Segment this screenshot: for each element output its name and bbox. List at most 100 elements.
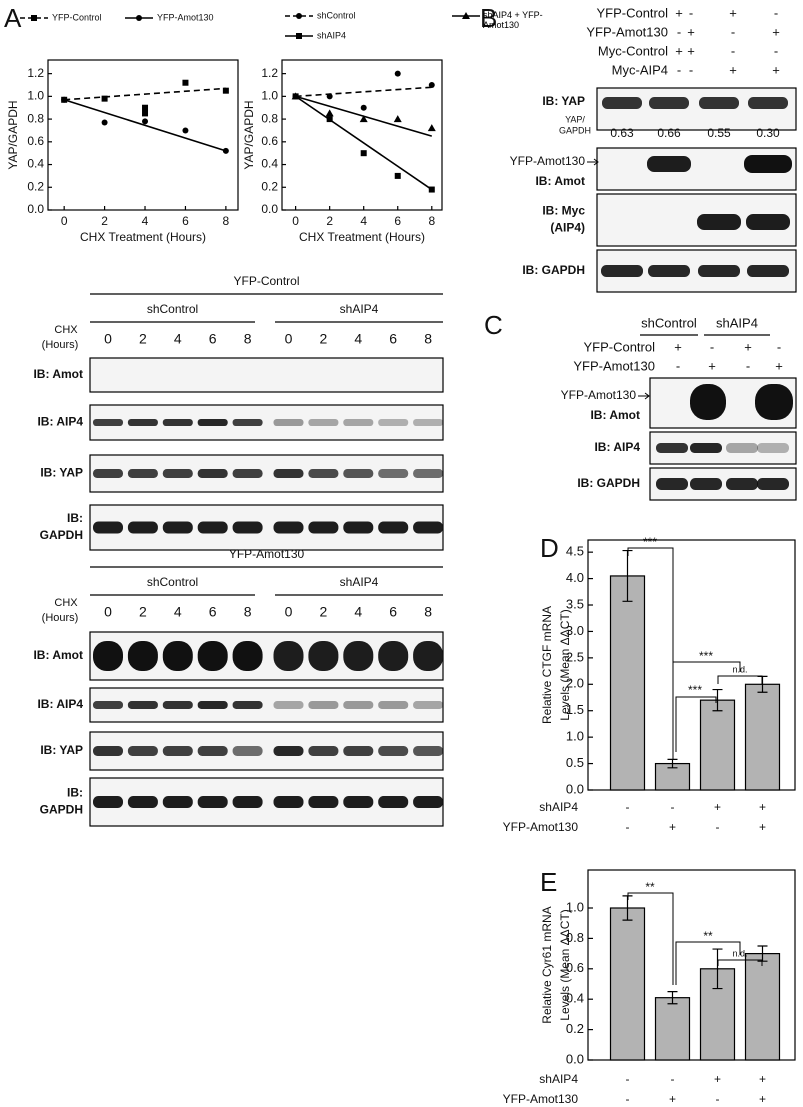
band — [413, 746, 444, 756]
band — [232, 469, 263, 478]
band — [308, 701, 339, 709]
band — [755, 384, 793, 420]
marker — [101, 119, 108, 126]
band — [93, 701, 123, 709]
band — [343, 419, 374, 426]
marker — [462, 12, 470, 19]
band — [162, 419, 193, 426]
band — [757, 478, 789, 490]
time-label: 0 — [285, 604, 293, 620]
condition-label: YFP-Amot130 — [503, 820, 579, 834]
condition-label: YFP-Amot130 — [573, 358, 655, 373]
band — [656, 443, 688, 453]
band — [197, 521, 228, 534]
band — [656, 478, 688, 490]
condition-sign: + — [744, 339, 752, 354]
arrow — [587, 158, 599, 166]
arrow-label: YFP-Amot130 — [561, 388, 637, 402]
group-label: shControl — [147, 302, 198, 316]
band — [162, 701, 193, 709]
y-tick-label: 0.0 — [566, 1051, 584, 1066]
marker — [222, 147, 229, 154]
x-axis-label: CHX Treatment (Hours) — [299, 230, 425, 244]
condition-sign: + — [714, 1072, 721, 1086]
panel-label: A — [4, 3, 22, 33]
significance-label: n.d. — [732, 948, 747, 958]
condition-sign: + — [729, 5, 737, 20]
group-label: shAIP4 — [340, 302, 379, 316]
condition-sign: - — [689, 5, 693, 20]
marker — [142, 104, 149, 111]
time-label: 2 — [320, 604, 328, 620]
band — [93, 796, 123, 808]
condition-sign: - — [671, 800, 675, 814]
y-tick-label: 0.0 — [566, 781, 584, 796]
condition-sign: + — [759, 820, 766, 834]
fit-line — [63, 99, 227, 152]
blot-frame — [596, 193, 797, 247]
time-label: 8 — [244, 331, 252, 347]
condition-label: Myc-Control — [598, 43, 668, 58]
band — [273, 419, 304, 426]
condition-sign: + — [687, 24, 695, 39]
panel-label: B — [480, 3, 497, 33]
ratio-value: 0.55 — [707, 126, 731, 140]
fit-line — [295, 86, 432, 98]
x-tick-label: 0 — [292, 214, 299, 228]
group-label: shAIP4 — [716, 315, 758, 330]
band — [343, 701, 374, 709]
blot-label: GAPDH — [40, 528, 83, 542]
legend-label: YFP-Control — [52, 12, 102, 22]
band — [197, 419, 228, 426]
condition-sign: - — [731, 43, 735, 58]
significance-bracket — [627, 547, 674, 760]
band — [378, 521, 409, 534]
x-axis-label: CHX Treatment (Hours) — [80, 230, 206, 244]
condition-sign: + — [775, 358, 783, 373]
band — [162, 641, 193, 671]
legend-label: shAIP4 — [317, 30, 346, 40]
condition-sign: - — [774, 5, 778, 20]
band — [690, 384, 726, 420]
band — [232, 746, 263, 756]
blot-label: IB: YAP — [542, 94, 585, 108]
y-tick-label: 0.8 — [261, 111, 278, 125]
condition-sign: + — [674, 339, 682, 354]
chx-label: (Hours) — [42, 339, 79, 351]
time-label: 8 — [244, 604, 252, 620]
condition-label: YFP-Control — [583, 339, 655, 354]
blot-label: IB: — [67, 786, 83, 800]
plot-frame — [281, 59, 443, 211]
x-tick-label: 4 — [142, 214, 149, 228]
band — [748, 97, 788, 109]
condition-label: YFP-Amot130 — [503, 1092, 579, 1106]
y-tick-label: 0.0 — [261, 202, 278, 216]
y-tick-label: 0.4 — [261, 157, 278, 171]
marker — [325, 109, 334, 117]
blot-label: GAPDH — [40, 803, 83, 817]
significance-bracket — [672, 661, 741, 752]
significance-bracket — [675, 941, 741, 985]
legend-label: YFP-Amot130 — [157, 12, 214, 22]
y-tick-label: 3.5 — [566, 596, 584, 611]
significance-label: ** — [645, 880, 655, 894]
marker — [31, 15, 37, 21]
fit-line — [64, 87, 226, 101]
condition-sign: - — [626, 800, 630, 814]
arrow-label: YFP-Amot130 — [510, 154, 586, 168]
blot-label: (AIP4) — [550, 221, 585, 235]
y-axis-label: Relative Cyr61 mRNA — [540, 906, 554, 1023]
condition-sign: + — [687, 43, 695, 58]
band — [647, 156, 691, 172]
time-label: 4 — [174, 604, 182, 620]
bar — [609, 575, 646, 791]
band — [232, 701, 263, 709]
band — [343, 521, 374, 534]
x-tick-label: 2 — [101, 214, 108, 228]
group-label: shControl — [147, 575, 198, 589]
bar — [744, 683, 781, 791]
marker — [136, 15, 142, 21]
x-tick-label: 8 — [223, 214, 230, 228]
y-tick-label: 1.2 — [27, 66, 44, 80]
time-label: 6 — [209, 604, 217, 620]
